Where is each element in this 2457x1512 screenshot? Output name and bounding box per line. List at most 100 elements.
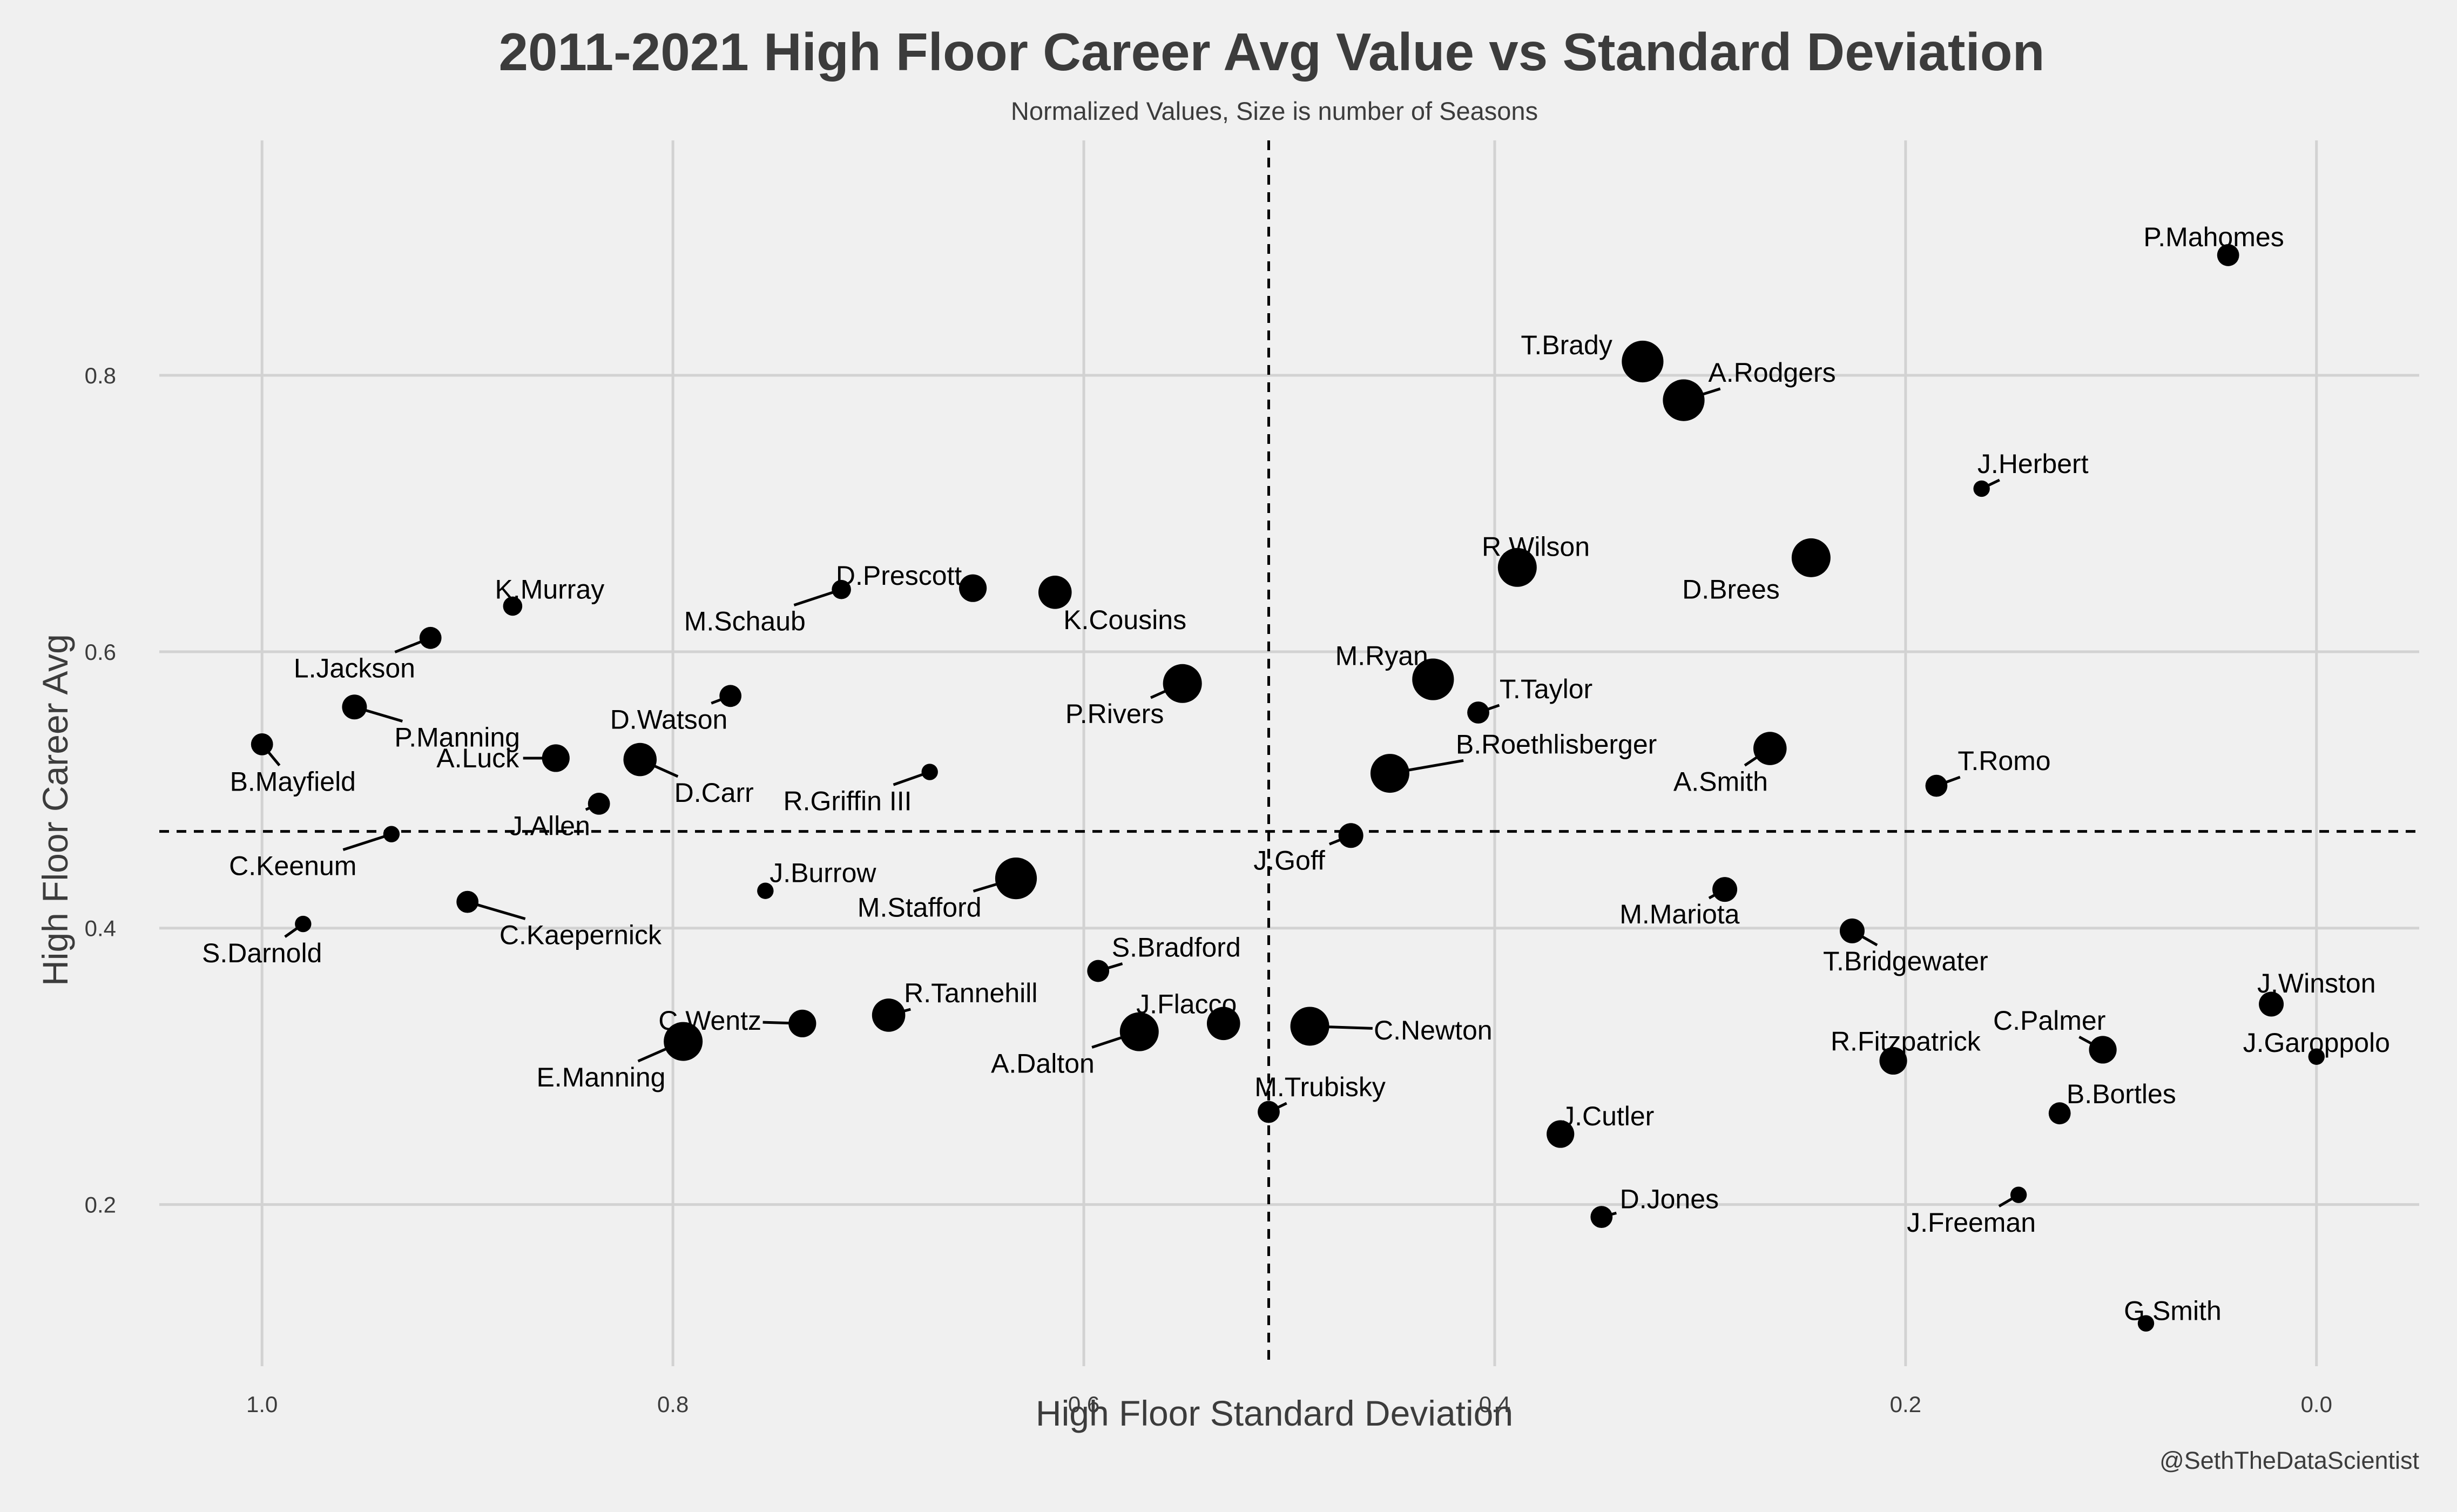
point-label: M.Schaub	[684, 606, 806, 637]
data-points	[251, 244, 2325, 1332]
data-point	[1663, 379, 1705, 421]
data-point	[1622, 340, 1664, 383]
data-point	[1839, 918, 1865, 943]
data-point	[1412, 658, 1454, 700]
data-point	[788, 1009, 816, 1037]
x-tick-label: 0.0	[2301, 1392, 2332, 1417]
data-point	[2137, 1315, 2155, 1332]
data-point	[2010, 1186, 2027, 1203]
point-label: G.Smith	[2124, 1296, 2222, 1326]
data-point	[623, 742, 657, 777]
data-point	[832, 579, 851, 599]
point-label: J.Flacco	[1136, 989, 1237, 1019]
data-point	[1973, 480, 1990, 497]
point-label: K.Cousins	[1063, 605, 1186, 635]
data-point	[757, 882, 774, 899]
point-label: J.Goff	[1253, 845, 1325, 875]
data-point	[2048, 1102, 2071, 1125]
point-label: B.Roethlisberger	[1456, 729, 1657, 759]
data-point	[1925, 774, 1948, 797]
data-point	[1087, 960, 1110, 982]
point-label: M.Trubisky	[1254, 1072, 1386, 1102]
point-label: B.Mayfield	[230, 766, 356, 796]
data-point	[1712, 877, 1738, 902]
point-label: R.Fitzpatrick	[1831, 1027, 1981, 1057]
y-axis-title: High Floor Career Avg	[35, 634, 75, 986]
point-labels: P.Mahomes T.Brady A.Rodgers J.Herbert D.Bree…	[202, 222, 2390, 1326]
point-label: J.Cutler	[1561, 1101, 1654, 1131]
y-tick-label: 0.4	[85, 916, 116, 941]
x-tick-label: 1.0	[246, 1392, 278, 1417]
data-point	[2259, 991, 2284, 1017]
point-label: A.Smith	[1673, 766, 1768, 796]
point-label: T.Romo	[1958, 746, 2050, 776]
point-label: A.Dalton	[991, 1049, 1095, 1079]
point-label: T.Brady	[1521, 330, 1612, 360]
point-label: P.Rivers	[1065, 699, 1164, 729]
point-label: T.Taylor	[1500, 674, 1592, 704]
data-point	[1791, 538, 1831, 577]
data-point	[503, 596, 523, 616]
data-point	[2308, 1048, 2325, 1065]
point-label: C.Newton	[1374, 1015, 1493, 1045]
point-label: A.Luck	[436, 743, 519, 773]
data-point	[1119, 1012, 1159, 1051]
data-point	[2089, 1036, 2117, 1064]
data-point	[588, 793, 610, 815]
data-point	[872, 998, 906, 1032]
point-label: C.Keenum	[229, 851, 356, 881]
y-tick-label: 0.6	[85, 639, 116, 665]
chart-title: 2011-2021 High Floor Career Avg Value vs…	[498, 22, 2044, 82]
data-point	[251, 733, 273, 755]
point-label: D.Jones	[1620, 1184, 1719, 1214]
data-point	[959, 574, 987, 602]
data-point	[719, 685, 742, 707]
data-point	[1258, 1101, 1280, 1123]
point-label: A.Rodgers	[1708, 357, 1835, 388]
point-label: E.Manning	[536, 1062, 665, 1092]
x-tick-label: 0.4	[1479, 1392, 1510, 1417]
x-tick-label: 0.6	[1068, 1392, 1099, 1417]
data-point	[295, 915, 312, 933]
data-point	[664, 1022, 703, 1061]
point-label: J.Freeman	[1907, 1207, 2036, 1238]
point-label: C.Palmer	[1993, 1005, 2105, 1036]
data-point	[2217, 244, 2239, 266]
reference-lines	[159, 140, 2419, 1366]
point-label: S.Bradford	[1112, 933, 1241, 963]
point-label: T.Bridgewater	[1823, 946, 1988, 976]
point-label: S.Darnold	[202, 938, 322, 968]
data-point	[1038, 576, 1072, 609]
x-tick-label: 0.2	[1890, 1392, 1921, 1417]
point-label: B.Bortles	[2067, 1079, 2176, 1109]
point-label: C.Wentz	[658, 1005, 761, 1036]
point-label: M.Stafford	[858, 892, 982, 922]
data-point	[383, 826, 400, 842]
point-label: P.Manning	[394, 723, 520, 753]
point-label: D.Watson	[610, 704, 728, 734]
point-label: M.Ryan	[1335, 641, 1428, 671]
data-point	[542, 744, 570, 772]
y-tick-label: 0.8	[85, 363, 116, 388]
point-label: D.Carr	[674, 778, 754, 808]
data-point	[1547, 1120, 1575, 1148]
point-label: K.Murray	[495, 575, 604, 605]
data-point	[1467, 701, 1489, 724]
data-point	[1753, 732, 1787, 765]
label-leader-line	[342, 833, 392, 851]
chart-caption: @SethTheDataScientist	[2159, 1447, 2419, 1474]
x-axis-title: High Floor Standard Deviation	[1036, 1393, 1513, 1433]
point-label: R.Wilson	[1482, 531, 1590, 562]
point-label: C.Kaepernick	[500, 920, 662, 950]
point-label: M.Mariota	[1619, 899, 1739, 929]
point-label: J.Winston	[2257, 968, 2376, 998]
tick-labels: 1.0 0.8 0.6 0.4 0.2 0.0 0.2 0.4 0.6 0.8	[85, 363, 2332, 1417]
data-point	[1206, 1007, 1240, 1041]
point-label: P.Mahomes	[2143, 222, 2284, 252]
data-point	[1338, 823, 1364, 848]
chart-subtitle: Normalized Values, Size is number of Sea…	[1011, 97, 1538, 125]
data-point	[1163, 664, 1202, 703]
point-label: J.Burrow	[770, 858, 876, 888]
data-point	[1879, 1047, 1907, 1075]
